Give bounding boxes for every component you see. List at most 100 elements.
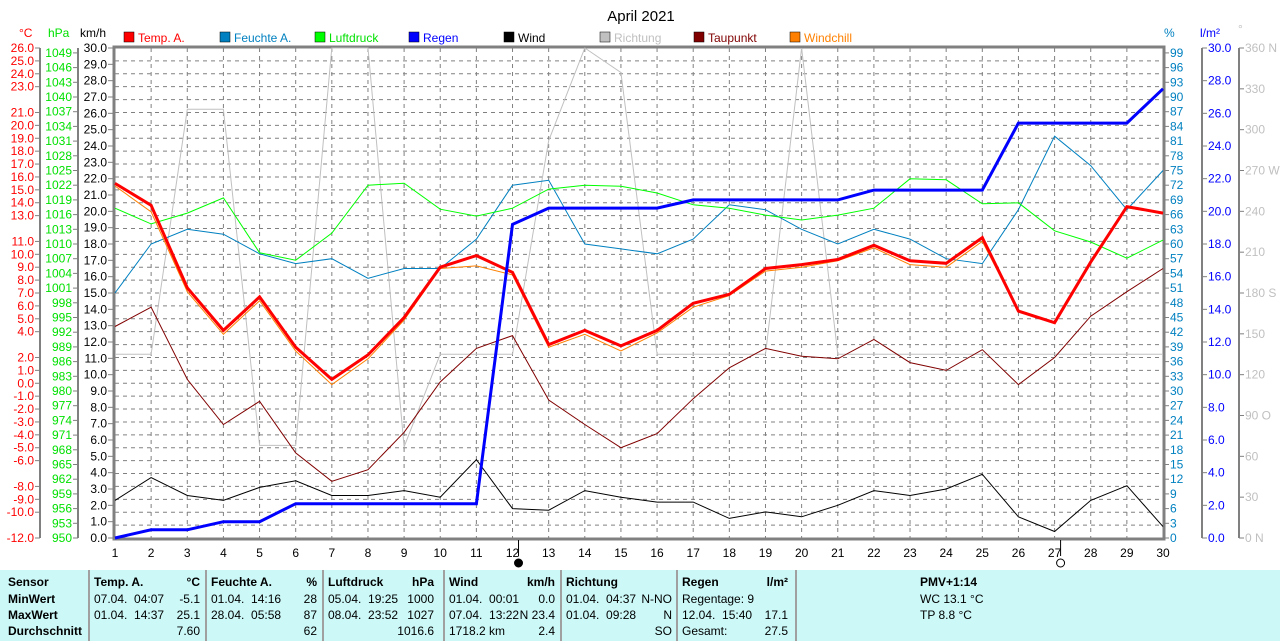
pressure-axis-tick-label: 956	[52, 502, 72, 516]
temp-axis-tick-label: -4.0	[13, 428, 34, 442]
pressure-axis-tick-label: 1025	[45, 164, 72, 178]
humidity-axis-tick-label: 12	[1170, 472, 1184, 486]
stat-value: 1027	[407, 608, 434, 622]
temp-axis-tick-label: 9.0	[17, 260, 34, 274]
stat-timestamp: 28.04. 05:58	[211, 608, 282, 622]
temp-axis-tick-label: -12.0	[7, 531, 35, 545]
pmv-dewpoint: TP 8.8 °C	[920, 608, 972, 622]
pressure-axis-tick-label: 971	[52, 428, 72, 442]
wind-axis-tick-label: 22.0	[84, 172, 108, 186]
humidity-axis-tick-label: 72	[1170, 178, 1184, 192]
humidity-axis-tick-label: 69	[1170, 193, 1184, 207]
pressure-axis-tick-label: 962	[52, 472, 72, 486]
humidity-axis-tick-label: 6	[1170, 502, 1177, 516]
weather-chart: April 2021 °C hPa km/h % l/m² ° Temp. A.…	[7, 8, 1280, 568]
x-tick-label: 23	[903, 546, 917, 560]
temp-axis-tick-label: 18.0	[11, 144, 35, 158]
legend: Temp. A. Feuchte A. Luftdruck Regen Wind Rich…	[123, 31, 852, 45]
x-tick-label: 30	[1156, 546, 1170, 560]
column-unit: l/m²	[766, 575, 788, 589]
stat-timestamp: 01.04. 14:16	[211, 592, 282, 606]
wind-axis-tick-label: 23.0	[84, 155, 108, 169]
x-tick-label: 2	[148, 546, 155, 560]
humidity-axis-tick-label: 51	[1170, 281, 1184, 295]
temp-axis-tick-label: 6.0	[17, 299, 34, 313]
stat-value: SO	[654, 624, 672, 638]
legend-item-label: Richtung	[614, 31, 661, 45]
x-tick-label: 22	[867, 546, 881, 560]
column-separator	[205, 570, 207, 641]
legend-swatch	[789, 31, 801, 43]
humidity-axis-tick-label: 81	[1170, 134, 1184, 148]
series-luftdruck	[114, 178, 1164, 261]
temp-axis-tick-label: -5.0	[13, 441, 34, 455]
direction-axis-tick-label: 180 S	[1245, 286, 1276, 300]
stat-value: N-NO	[641, 592, 672, 606]
stat-timestamp: 07.04. 13:22	[449, 608, 520, 622]
legend-item-label: Temp. A.	[138, 31, 185, 45]
rain-axis-tick-label: 0.0	[1208, 531, 1225, 545]
temp-axis-tick-label: 16.0	[11, 170, 35, 184]
pressure-axis-tick-label: 977	[52, 399, 72, 413]
stat-timestamp: 01.04. 00:01	[449, 592, 520, 606]
pressure-axis-tick-label: 1034	[45, 119, 72, 133]
series-line-regen	[114, 87, 1165, 540]
temp-axis-tick-label: 25.0	[11, 54, 35, 68]
wind-axis-tick-label: 16.0	[84, 270, 108, 284]
humidity-axis-tick-label: 66	[1170, 208, 1184, 222]
pressure-axis-tick-label: 1010	[45, 237, 72, 251]
pressure-axis-tick-label: 986	[52, 355, 72, 369]
legend-item-label: Feuchte A.	[234, 31, 291, 45]
humidity-axis-tick-label: 48	[1170, 296, 1184, 310]
column-header: Wind	[449, 575, 479, 589]
pressure-axis-tick-label: 1004	[45, 266, 72, 280]
rain-axis-tick-label: 28.0	[1208, 74, 1232, 88]
temp-axis-tick-label: 13.0	[11, 209, 35, 223]
wind-axis-tick-label: 3.0	[90, 482, 107, 496]
direction-axis-tick-label: 270 W	[1245, 164, 1280, 178]
column-header: Regen	[682, 575, 719, 589]
stat-timestamp: Gesamt:	[682, 624, 728, 638]
temp-axis-tick-label: 17.0	[11, 157, 35, 171]
rain-axis-tick-label: 30.0	[1208, 41, 1232, 55]
unit-wind: km/h	[80, 26, 106, 40]
column-separator	[795, 570, 797, 641]
wind-axis-tick-label: 17.0	[84, 253, 108, 267]
pressure-axis-tick-label: 980	[52, 384, 72, 398]
wind-axis-tick-label: 18.0	[84, 237, 108, 251]
wind-axis-tick-label: 29.0	[84, 57, 108, 71]
x-tick-label: 18	[723, 546, 737, 560]
wind-axis-tick-label: 12.0	[84, 335, 108, 349]
series-richtung	[114, 47, 1164, 447]
chart-title: April 2021	[607, 8, 675, 25]
x-tick-label: 11	[470, 546, 483, 560]
stat-value: 27.5	[764, 624, 788, 638]
pressure-axis-tick-label: 1049	[45, 46, 72, 60]
temp-axis-tick-label: -10.0	[7, 505, 35, 519]
unit-direction: °	[1238, 22, 1243, 36]
temp-axis-tick-label: 11.0	[12, 234, 35, 248]
humidity-axis-tick-label: 3	[1170, 516, 1177, 530]
column-separator	[88, 570, 90, 641]
temp-axis-tick-label: -3.0	[13, 415, 34, 429]
pressure-axis-tick-label: 1013	[45, 222, 72, 236]
stat-value: 1000	[407, 592, 434, 606]
direction-axis-tick-label: 360 N	[1245, 41, 1277, 55]
temp-axis-tick-label: 2.0	[17, 350, 34, 364]
temp-axis-tick-label: 1.0	[17, 363, 34, 377]
pmv-windchill: WC 13.1 °C	[920, 592, 984, 606]
temp-axis-tick-label: 21.0	[11, 105, 35, 119]
temp-axis-tick-label: -8.0	[13, 479, 34, 493]
humidity-axis-tick-label: 33	[1170, 369, 1184, 383]
row-label: MinWert	[8, 592, 56, 606]
wind-axis-tick-label: 6.0	[90, 433, 107, 447]
wind-axis-tick-label: 25.0	[84, 123, 108, 137]
pressure-axis-tick-label: 1019	[45, 193, 72, 207]
pressure-axis-tick-label: 974	[52, 413, 72, 427]
humidity-axis-tick-label: 54	[1170, 266, 1184, 280]
humidity-axis-tick-label: 57	[1170, 252, 1184, 266]
x-tick-label: 27	[1048, 546, 1062, 560]
humidity-axis-tick-label: 27	[1170, 399, 1184, 413]
x-tick-label: 26	[1012, 546, 1026, 560]
column-header: Richtung	[566, 575, 618, 589]
